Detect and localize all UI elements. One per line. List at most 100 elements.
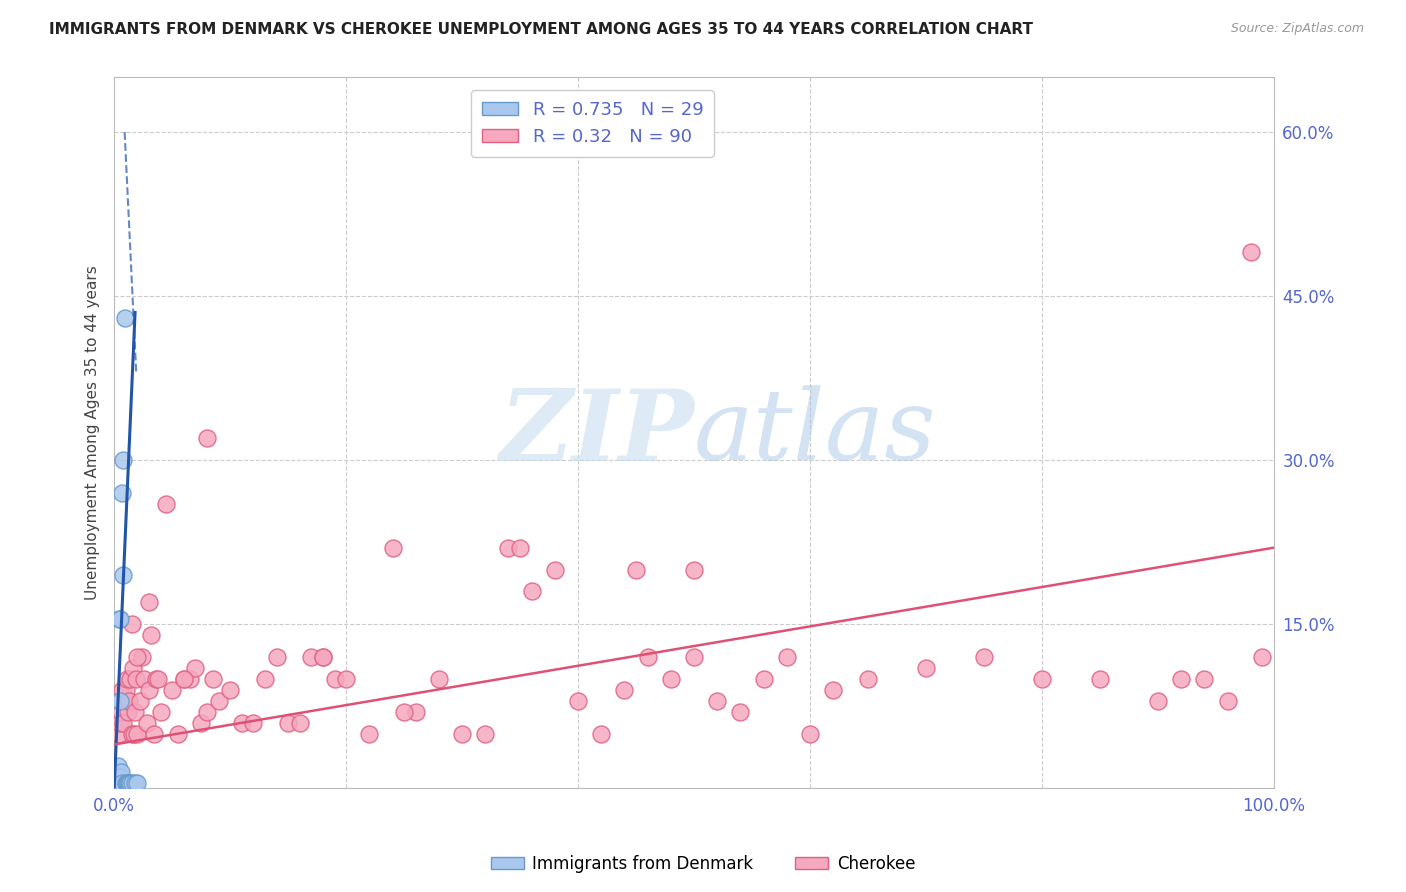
- Point: [1031, 672, 1053, 686]
- Point: [219, 682, 242, 697]
- Point: [121, 661, 143, 675]
- Point: [124, 776, 146, 790]
- Point: [105, 776, 128, 790]
- Point: [184, 661, 207, 675]
- Point: [299, 650, 322, 665]
- Point: [856, 672, 879, 686]
- Point: [120, 672, 142, 686]
- Point: [752, 672, 775, 686]
- Point: [167, 726, 190, 740]
- Text: Source: ZipAtlas.com: Source: ZipAtlas.com: [1230, 22, 1364, 36]
- Point: [231, 715, 253, 730]
- Point: [405, 705, 427, 719]
- Point: [160, 682, 183, 697]
- Legend: Immigrants from Denmark, Cherokee: Immigrants from Denmark, Cherokee: [484, 848, 922, 880]
- Point: [1170, 672, 1192, 686]
- Text: atlas: atlas: [695, 385, 936, 481]
- Point: [544, 562, 567, 576]
- Point: [108, 694, 131, 708]
- Point: [148, 672, 170, 686]
- Point: [114, 694, 136, 708]
- Point: [108, 612, 131, 626]
- Point: [312, 650, 335, 665]
- Point: [1216, 694, 1239, 708]
- Point: [201, 672, 224, 686]
- Point: [138, 682, 160, 697]
- Point: [520, 584, 543, 599]
- Point: [335, 672, 357, 686]
- Legend: R = 0.735   N = 29, R = 0.32   N = 90: R = 0.735 N = 29, R = 0.32 N = 90: [471, 90, 714, 157]
- Point: [110, 776, 132, 790]
- Point: [142, 726, 165, 740]
- Point: [117, 776, 139, 790]
- Point: [915, 661, 938, 675]
- Point: [107, 776, 129, 790]
- Point: [1088, 672, 1111, 686]
- Y-axis label: Unemployment Among Ages 35 to 44 years: Unemployment Among Ages 35 to 44 years: [86, 266, 100, 600]
- Point: [108, 776, 131, 790]
- Point: [427, 672, 450, 686]
- Point: [683, 650, 706, 665]
- Point: [120, 776, 142, 790]
- Point: [124, 705, 146, 719]
- Point: [659, 672, 682, 686]
- Point: [108, 726, 131, 740]
- Point: [392, 705, 415, 719]
- Point: [135, 715, 157, 730]
- Point: [195, 705, 218, 719]
- Point: [173, 672, 195, 686]
- Point: [107, 770, 129, 784]
- Point: [242, 715, 264, 730]
- Point: [288, 715, 311, 730]
- Point: [114, 682, 136, 697]
- Point: [111, 776, 134, 790]
- Point: [141, 628, 163, 642]
- Point: [112, 568, 135, 582]
- Point: [323, 672, 346, 686]
- Point: [706, 694, 728, 708]
- Point: [1251, 650, 1274, 665]
- Point: [253, 672, 276, 686]
- Point: [591, 726, 613, 740]
- Point: [115, 776, 138, 790]
- Point: [111, 486, 134, 500]
- Point: [1194, 672, 1216, 686]
- Point: [117, 705, 139, 719]
- Point: [111, 682, 134, 697]
- Point: [567, 694, 589, 708]
- Point: [114, 311, 136, 326]
- Point: [381, 541, 404, 555]
- Point: [173, 672, 195, 686]
- Point: [105, 770, 128, 784]
- Point: [359, 726, 381, 740]
- Point: [145, 672, 167, 686]
- Point: [121, 776, 143, 790]
- Point: [128, 694, 150, 708]
- Point: [127, 776, 149, 790]
- Point: [127, 726, 149, 740]
- Point: [312, 650, 335, 665]
- Point: [823, 682, 845, 697]
- Point: [118, 776, 141, 790]
- Point: [624, 562, 647, 576]
- Point: [122, 726, 145, 740]
- Point: [190, 715, 212, 730]
- Point: [118, 694, 141, 708]
- Point: [179, 672, 201, 686]
- Text: IMMIGRANTS FROM DENMARK VS CHEROKEE UNEMPLOYMENT AMONG AGES 35 TO 44 YEARS CORRE: IMMIGRANTS FROM DENMARK VS CHEROKEE UNEM…: [49, 22, 1033, 37]
- Point: [110, 705, 132, 719]
- Point: [207, 694, 229, 708]
- Point: [131, 650, 153, 665]
- Point: [277, 715, 299, 730]
- Point: [776, 650, 799, 665]
- Point: [134, 672, 156, 686]
- Point: [110, 764, 132, 779]
- Point: [1240, 245, 1263, 260]
- Point: [149, 705, 172, 719]
- Point: [266, 650, 288, 665]
- Point: [637, 650, 659, 665]
- Point: [498, 541, 520, 555]
- Point: [613, 682, 636, 697]
- Point: [127, 650, 149, 665]
- Point: [683, 562, 706, 576]
